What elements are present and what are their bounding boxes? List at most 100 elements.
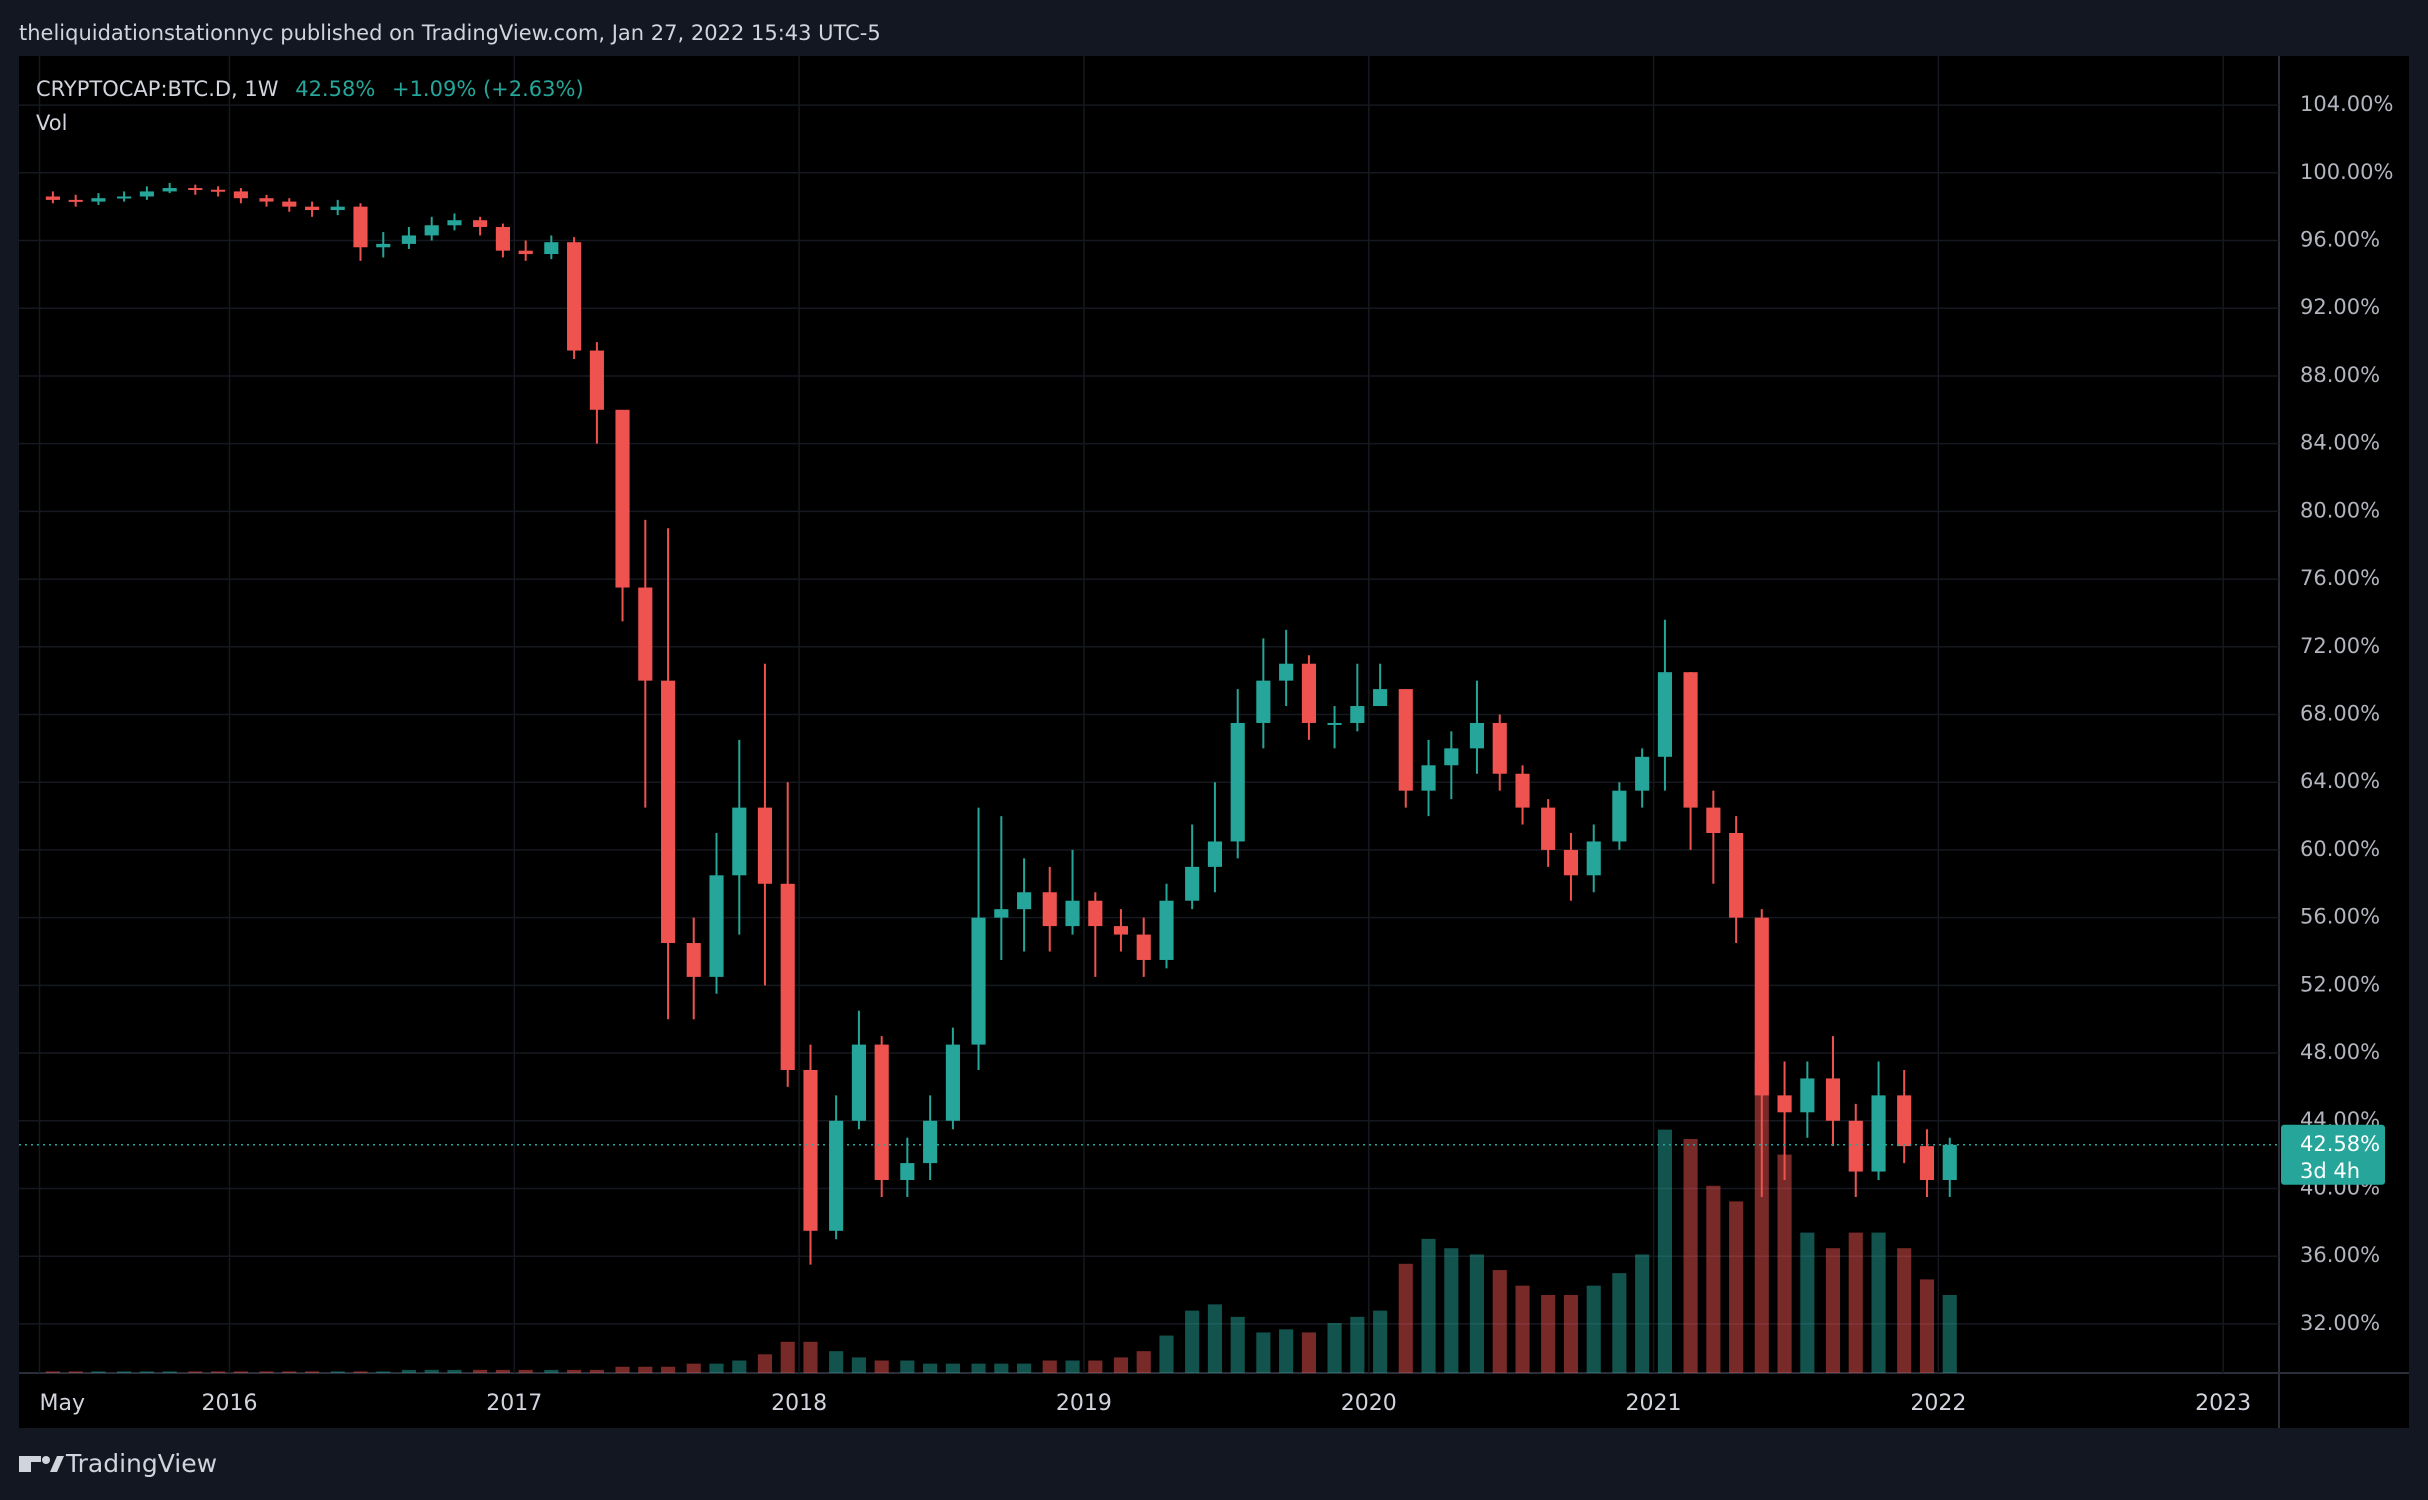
candle-body — [945, 1044, 960, 1121]
candle-body — [1848, 1120, 1863, 1172]
volume-bar — [757, 1354, 772, 1373]
volume-bar — [1185, 1310, 1200, 1373]
candle-body — [923, 1120, 938, 1164]
x-tick-label: 2017 — [486, 1391, 542, 1416]
time-axis — [19, 1373, 2409, 1428]
candle-body — [1492, 722, 1507, 774]
legend-symbol: CRYPTOCAP:BTC.D, 1W — [36, 77, 279, 101]
volume-bar — [851, 1357, 866, 1373]
candle-body — [829, 1120, 844, 1231]
y-tick-label: 68.00% — [2300, 702, 2380, 726]
volume-bar — [91, 1371, 106, 1373]
volume-bar — [1586, 1285, 1601, 1373]
y-tick-label: 36.00% — [2300, 1243, 2380, 1267]
candle-body — [1444, 748, 1459, 766]
volume-bar — [353, 1371, 368, 1373]
volume-bar — [1897, 1248, 1912, 1373]
volume-bar — [259, 1371, 274, 1373]
candle-body — [994, 909, 1009, 918]
candle-body — [447, 220, 462, 226]
volume-bar — [162, 1371, 177, 1373]
candle-body — [1301, 663, 1316, 723]
candle-body — [376, 243, 391, 248]
y-tick-label: 100.00% — [2300, 160, 2393, 184]
volume-bar — [1113, 1357, 1129, 1373]
candle-body — [615, 409, 630, 588]
y-tick-label: 48.00% — [2300, 1040, 2380, 1064]
candle-body — [188, 188, 203, 191]
candle-body — [305, 206, 320, 211]
volume-bar — [1635, 1254, 1650, 1373]
volume-bar — [1042, 1360, 1057, 1373]
candle-body — [330, 206, 345, 211]
volume-bar — [709, 1363, 724, 1373]
candle-body — [1754, 917, 1769, 1096]
candle-body — [1185, 866, 1200, 901]
x-tick-label: 2022 — [1910, 1391, 1966, 1416]
price-tag-countdown: 3d 4h — [2300, 1159, 2360, 1183]
y-tick-label: 72.00% — [2300, 634, 2380, 658]
y-tick-label: 52.00% — [2300, 972, 2380, 996]
candle-body — [1017, 892, 1032, 910]
candle-body — [1113, 926, 1129, 935]
volume-legend: Vol — [36, 111, 67, 135]
candle-body — [971, 917, 986, 1045]
volume-bar — [1088, 1360, 1103, 1373]
volume-bar — [473, 1369, 488, 1373]
volume-bar — [117, 1371, 132, 1373]
footer-brand: TradingView — [65, 1449, 217, 1478]
candle-body — [1919, 1146, 1935, 1181]
candle-body — [495, 226, 510, 251]
volume-bar — [447, 1369, 462, 1373]
candle-body — [1825, 1078, 1841, 1121]
legend: CRYPTOCAP:BTC.D, 1W 42.58% +1.09% (+2.63… — [36, 77, 584, 101]
candle-body — [803, 1069, 818, 1231]
candle-body — [1515, 773, 1530, 808]
volume-bar — [1136, 1351, 1151, 1373]
x-tick-label: 2023 — [2195, 1391, 2251, 1416]
volume-bar — [1017, 1363, 1032, 1373]
y-tick-label: 80.00% — [2300, 498, 2380, 522]
y-tick-label: 104.00% — [2300, 92, 2393, 116]
volume-bar — [1541, 1295, 1556, 1373]
price-tag-value: 42.58% — [2300, 1132, 2380, 1156]
candle-body — [1350, 706, 1365, 723]
logo-part — [19, 1456, 41, 1462]
y-tick-label: 32.00% — [2300, 1311, 2380, 1335]
volume-bar — [139, 1371, 154, 1373]
candle-body — [424, 225, 439, 236]
volume-bar — [518, 1369, 533, 1373]
y-tick-label: 64.00% — [2300, 769, 2380, 793]
candle-body — [259, 198, 274, 202]
volume-bar — [971, 1363, 986, 1373]
volume-bar — [780, 1341, 795, 1373]
volume-bar — [1159, 1335, 1174, 1373]
candles — [45, 182, 1957, 1265]
candle-body — [1088, 900, 1103, 927]
candle-body — [1421, 765, 1436, 791]
volume-bar — [1706, 1185, 1721, 1373]
volume-bar — [829, 1351, 844, 1373]
x-tick-label: 2016 — [201, 1391, 257, 1416]
volume-bar — [1683, 1139, 1698, 1373]
candle-body — [1657, 672, 1673, 757]
volume-bar — [732, 1360, 747, 1373]
x-tick-label: 2021 — [1626, 1391, 1682, 1416]
volume-bar — [282, 1371, 297, 1373]
candle-body — [1279, 663, 1294, 681]
candle-body — [518, 250, 533, 255]
legend-last: 42.58% — [295, 77, 375, 101]
candle-body — [1942, 1144, 1957, 1181]
volume-bar — [1729, 1201, 1744, 1373]
volume-bar — [1515, 1285, 1530, 1373]
y-tick-label: 92.00% — [2300, 295, 2380, 319]
volume-bar — [1612, 1273, 1627, 1373]
volume-bar — [330, 1371, 345, 1373]
logo-part — [42, 1456, 50, 1464]
candle-body — [1729, 832, 1744, 918]
volume-bar — [45, 1371, 60, 1373]
volume-bar — [874, 1360, 889, 1373]
volume-bar — [567, 1369, 582, 1373]
labels: 32.00%36.00%40.00%44.00%48.00%52.00%56.0… — [19, 92, 2393, 1416]
candle-body — [1065, 900, 1080, 927]
